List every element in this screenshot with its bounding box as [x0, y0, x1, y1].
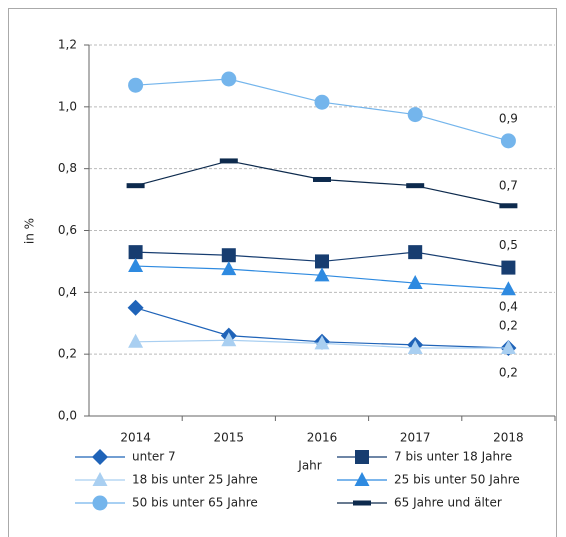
y-tick-label: 0,0 — [58, 409, 77, 423]
data-point — [500, 133, 516, 149]
data-point — [314, 335, 330, 350]
value-label: 0,4 — [499, 300, 518, 314]
data-point — [314, 267, 330, 282]
data-point — [501, 260, 516, 275]
y-tick-label: 0,8 — [58, 161, 77, 175]
data-point — [126, 183, 145, 189]
data-point — [128, 77, 144, 93]
frame — [8, 8, 557, 537]
x-tick-label: 2018 — [493, 431, 524, 445]
value-label: 0,2 — [499, 318, 518, 332]
data-point — [313, 176, 331, 182]
data-point — [128, 245, 143, 260]
data-point — [499, 203, 518, 209]
data-point — [314, 94, 330, 110]
value-label: 0,2 — [499, 365, 518, 379]
data-point — [219, 158, 238, 164]
value-label: 0,7 — [499, 178, 518, 192]
legend-label: 7 bis unter 18 Jahre — [394, 450, 512, 464]
y-tick-label: 1,0 — [58, 99, 77, 113]
legend-label: 50 bis unter 65 Jahre — [132, 496, 258, 510]
x-tick-label: 2016 — [307, 431, 338, 445]
data-point — [221, 332, 237, 347]
data-point — [407, 339, 423, 354]
series-line — [135, 160, 509, 207]
legend-label: 25 bis unter 50 Jahre — [394, 473, 520, 487]
data-point — [408, 245, 423, 260]
x-tick-label: 2014 — [120, 431, 151, 445]
data-point — [407, 275, 423, 290]
y-tick-label: 0,4 — [58, 285, 77, 299]
data-point — [221, 261, 237, 276]
x-axis-label: Jahr — [297, 459, 321, 473]
legend-marker — [92, 495, 108, 511]
y-tick-label: 0,6 — [58, 223, 77, 237]
data-point — [127, 299, 144, 316]
legend-marker — [92, 449, 108, 465]
data-point — [221, 71, 237, 87]
data-point — [221, 248, 236, 263]
data-point — [128, 258, 144, 273]
x-tick-label: 2015 — [214, 431, 245, 445]
y-tick-label: 1,2 — [58, 38, 77, 52]
value-label: 0,9 — [499, 111, 518, 125]
legend-marker — [92, 472, 108, 486]
data-point — [500, 281, 516, 296]
data-point — [407, 107, 423, 123]
data-point — [406, 183, 425, 189]
legend-label: 65 Jahre und älter — [394, 496, 502, 510]
data-point — [128, 333, 144, 348]
legend-label: unter 7 — [132, 450, 176, 464]
legend-marker — [355, 450, 369, 464]
series-line — [135, 78, 509, 142]
legend-label: 18 bis unter 25 Jahre — [132, 473, 258, 487]
y-axis-label: in % — [23, 218, 37, 244]
legend-marker — [354, 472, 370, 486]
y-tick-label: 0,2 — [58, 347, 77, 361]
legend-marker — [353, 500, 371, 506]
data-point — [500, 339, 516, 354]
value-label: 0,5 — [499, 238, 518, 252]
x-tick-label: 2017 — [400, 431, 431, 445]
data-point — [315, 254, 329, 269]
